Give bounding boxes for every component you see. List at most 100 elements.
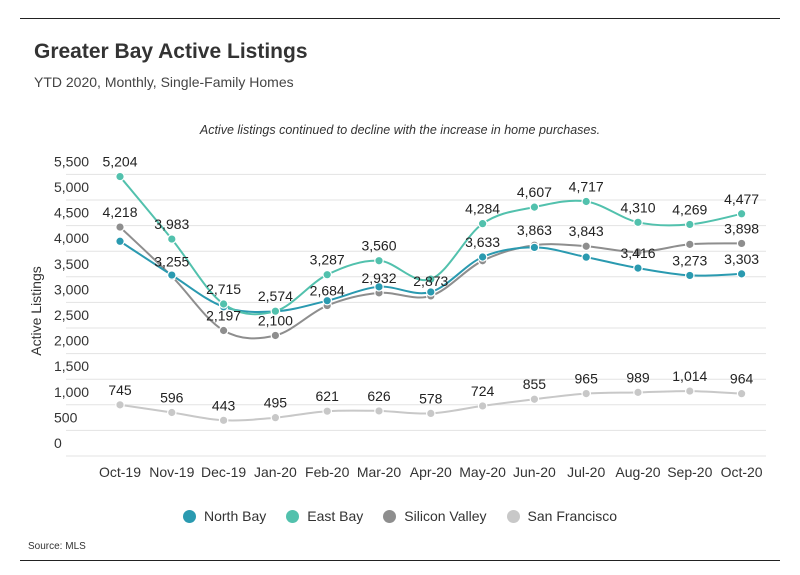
north-bay-data-label: 3,416 <box>620 245 655 261</box>
san-francisco-point <box>633 387 643 398</box>
y-tick-label: 5,500 <box>54 153 89 169</box>
east-bay-point <box>736 208 747 219</box>
east-bay-point <box>218 299 229 309</box>
legend-marker <box>183 509 196 523</box>
north-bay-point <box>425 287 436 297</box>
silicon-valley-data-label: 3,255 <box>154 253 189 269</box>
north-bay-point <box>684 270 695 281</box>
silicon-valley-data-label: 2,100 <box>258 312 293 328</box>
east-bay-data-label: 4,607 <box>517 184 552 200</box>
san-francisco-data-label: 443 <box>212 397 236 413</box>
east-bay-data-label: 2,574 <box>258 288 293 304</box>
san-francisco-data-label: 596 <box>160 389 184 405</box>
east-bay-data-label: 4,269 <box>672 201 707 217</box>
north-bay-point <box>322 295 332 306</box>
silicon-valley-data-label: 3,843 <box>569 223 604 239</box>
north-bay-point <box>581 252 591 262</box>
east-bay-point <box>167 234 177 244</box>
y-axis-label: Active Listings <box>28 266 44 355</box>
gridlines <box>66 173 766 457</box>
east-bay-data-label: 3,287 <box>310 252 345 268</box>
north-bay-point <box>374 282 384 292</box>
san-francisco-data-label: 1,014 <box>672 368 707 384</box>
north-bay-point <box>115 236 125 247</box>
bottom-rule <box>20 560 780 561</box>
x-tick-label: Jul-20 <box>567 464 605 480</box>
san-francisco-point <box>374 406 384 416</box>
san-francisco-point <box>322 406 332 417</box>
legend-label: East Bay <box>307 508 364 524</box>
legend-marker <box>286 509 300 523</box>
legend-item-east-bay: East Bay <box>286 508 363 524</box>
y-tick-label: 2,000 <box>54 333 89 349</box>
silicon-valley-point <box>218 325 229 336</box>
x-tick-label: Sep-20 <box>667 464 712 480</box>
legend-label: San Francisco <box>527 508 617 524</box>
north-bay-point <box>736 269 747 279</box>
silicon-valley-point <box>115 222 125 232</box>
north-bay-point <box>167 270 177 280</box>
east-bay-point <box>115 171 125 182</box>
legend-marker <box>383 509 397 523</box>
san-francisco-point <box>425 408 436 419</box>
x-tick-label: Dec-19 <box>201 464 246 480</box>
san-francisco-data-label: 855 <box>523 376 547 392</box>
x-tick-label: Nov-19 <box>149 464 194 480</box>
san-francisco-data-label: 745 <box>108 382 132 398</box>
x-tick-label: Jun-20 <box>513 464 556 480</box>
top-rule <box>20 18 780 19</box>
north-bay-point <box>529 242 540 253</box>
east-bay-data-label: 4,284 <box>465 201 500 217</box>
x-tick-label: Apr-20 <box>410 464 452 480</box>
y-tick-label: 3,500 <box>54 256 89 272</box>
san-francisco-point <box>477 401 488 411</box>
x-tick-label: Mar-20 <box>357 464 402 480</box>
y-tick-label: 4,000 <box>54 230 89 246</box>
east-bay-point <box>684 219 695 230</box>
silicon-valley-point <box>736 238 747 249</box>
x-tick-label: Oct-20 <box>721 464 763 480</box>
east-bay-point <box>633 217 643 228</box>
silicon-valley-data-label: 3,863 <box>517 222 552 238</box>
y-tick-label: 0 <box>54 435 62 451</box>
legend: North Bay East Bay Silicon Valley San Franc… <box>0 508 800 524</box>
san-francisco-data-label: 965 <box>575 371 599 387</box>
x-tick-label: Feb-20 <box>305 464 350 480</box>
east-bay-point <box>425 274 436 284</box>
san-francisco-point <box>218 415 229 426</box>
san-francisco-point <box>167 407 177 418</box>
north-bay-data-label: 3,303 <box>724 251 759 267</box>
legend-item-silicon-valley: Silicon Valley <box>383 508 487 524</box>
east-bay-point <box>477 218 488 229</box>
east-bay-data-label: 4,310 <box>620 199 655 215</box>
san-francisco-data-label: 964 <box>730 371 754 387</box>
san-francisco-data-label: 495 <box>264 395 288 411</box>
san-francisco-point <box>684 386 695 396</box>
y-tick-label: 3,000 <box>54 281 89 297</box>
east-bay-data-label: 2,715 <box>206 281 241 297</box>
silicon-valley-data-label: 2,197 <box>206 308 241 324</box>
line-chart: 0 500 1,000 1,500 2,000 2,500 3,000 3,500 4,000 4… <box>28 153 766 480</box>
north-bay-data-label: 3,633 <box>465 234 500 250</box>
east-bay-data-label: 3,983 <box>154 216 189 232</box>
y-tick-label: 500 <box>54 409 78 425</box>
x-tick-label: Oct-19 <box>99 464 141 480</box>
san-francisco-point <box>581 388 591 399</box>
san-francisco-point <box>529 394 540 405</box>
north-bay-point <box>477 252 488 262</box>
series-lines <box>115 171 747 426</box>
east-bay-point <box>529 202 540 212</box>
san-francisco-data-label: 578 <box>419 390 443 406</box>
san-francisco-data-label: 626 <box>367 388 391 404</box>
y-tick-label: 1,500 <box>54 358 89 374</box>
east-bay-data-label: 4,477 <box>724 191 759 207</box>
x-tick-label: May-20 <box>459 464 506 480</box>
east-bay-point <box>581 196 591 207</box>
san-francisco-data-label: 989 <box>626 369 650 385</box>
y-tick-labels: 0 500 1,000 1,500 2,000 2,500 3,000 3,500 4,000 4… <box>54 153 89 451</box>
san-francisco-data-label: 724 <box>471 383 495 399</box>
east-bay-point <box>374 255 384 266</box>
legend-item-north-bay: North Bay <box>183 508 266 524</box>
legend-label: North Bay <box>204 508 267 524</box>
silicon-valley-point <box>581 241 591 252</box>
